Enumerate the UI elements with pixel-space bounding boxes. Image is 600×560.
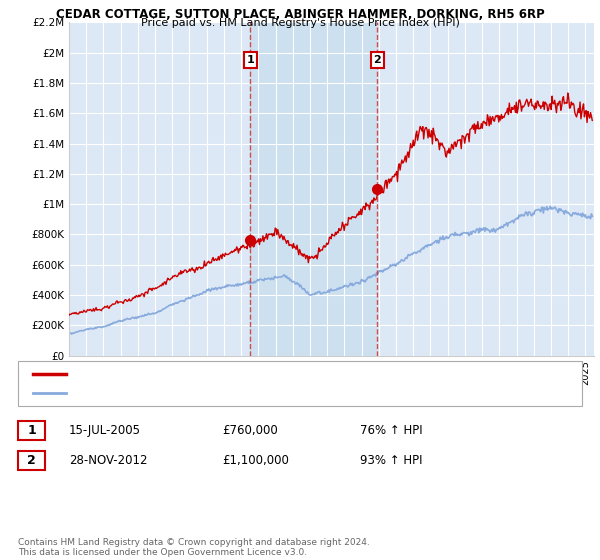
Text: 1: 1 [247,55,254,66]
Text: 2: 2 [373,55,381,66]
Text: 93% ↑ HPI: 93% ↑ HPI [360,454,422,467]
Text: Contains HM Land Registry data © Crown copyright and database right 2024.
This d: Contains HM Land Registry data © Crown c… [18,538,370,557]
Text: £1,100,000: £1,100,000 [222,454,289,467]
Text: CEDAR COTTAGE, SUTTON PLACE, ABINGER HAMMER, DORKING, RH5 6RP (detached ho: CEDAR COTTAGE, SUTTON PLACE, ABINGER HAM… [75,368,531,379]
Text: 28-NOV-2012: 28-NOV-2012 [69,454,148,467]
Text: HPI: Average price, detached house, Guildford: HPI: Average price, detached house, Guil… [75,389,316,399]
Text: 76% ↑ HPI: 76% ↑ HPI [360,423,422,437]
Text: CEDAR COTTAGE, SUTTON PLACE, ABINGER HAMMER, DORKING, RH5 6RP: CEDAR COTTAGE, SUTTON PLACE, ABINGER HAM… [56,8,544,21]
Text: 1: 1 [27,423,36,437]
Text: Price paid vs. HM Land Registry's House Price Index (HPI): Price paid vs. HM Land Registry's House … [140,18,460,29]
Bar [250,22,377,356]
Text: £760,000: £760,000 [222,423,278,437]
Text: 2: 2 [27,454,36,467]
Text: 15-JUL-2005: 15-JUL-2005 [69,423,141,437]
